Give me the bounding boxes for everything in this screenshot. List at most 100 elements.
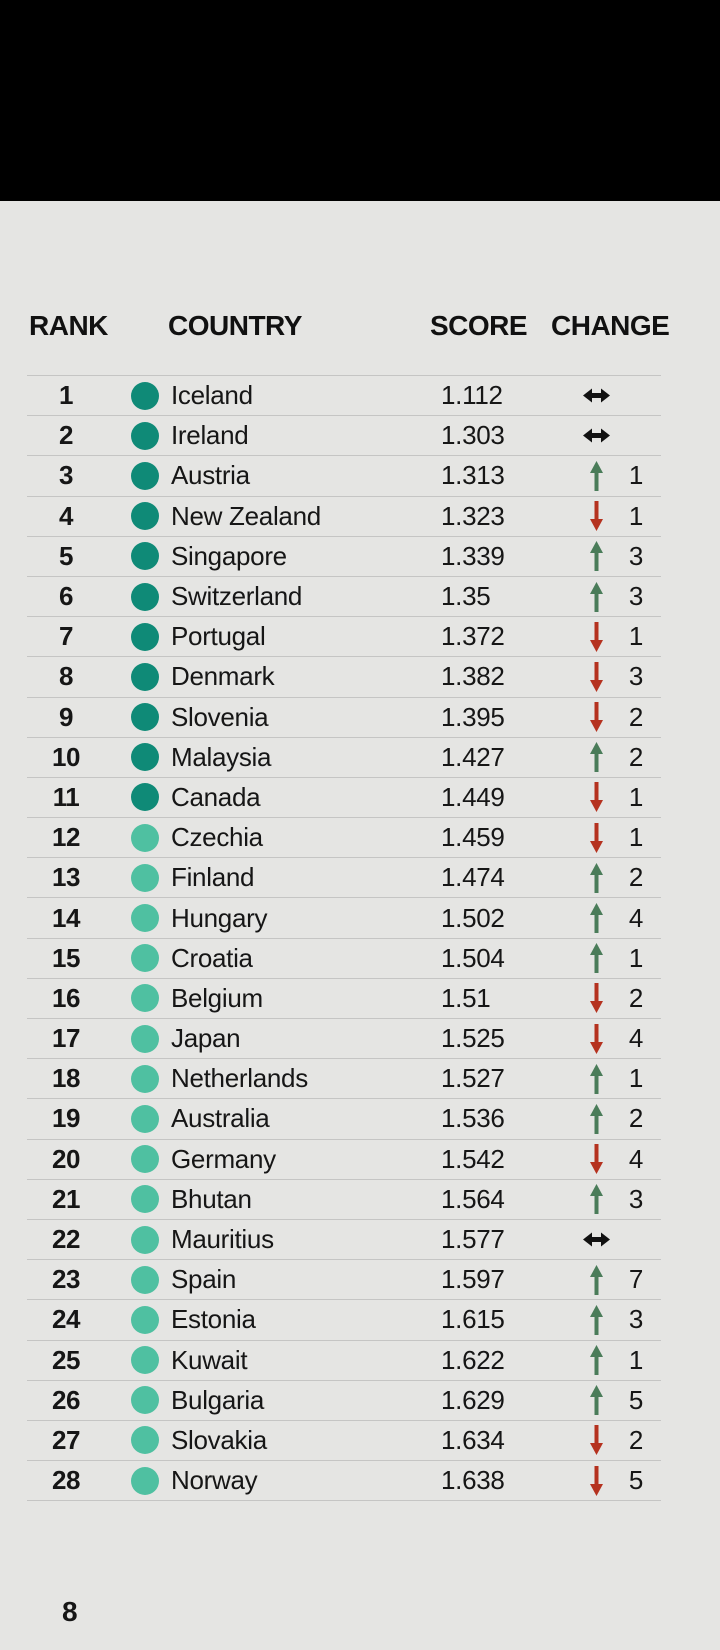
arrow-up-icon xyxy=(589,1184,603,1215)
table-row: 23 Spain 1.597 7 xyxy=(27,1259,661,1299)
table-body: 1 Iceland 1.112 xyxy=(27,375,661,1502)
country-cell: Slovakia xyxy=(105,1425,428,1456)
country-cell: Bulgaria xyxy=(105,1385,428,1416)
change-cell: 3 xyxy=(555,581,661,613)
country-dot-icon xyxy=(131,1185,159,1214)
table-row: 13 Finland 1.474 xyxy=(27,857,661,897)
country-label: New Zealand xyxy=(171,500,321,531)
country-dot-icon xyxy=(131,863,159,892)
header-change: CHANGE xyxy=(551,310,670,341)
arrow-down-icon xyxy=(589,702,603,733)
table-row: 4 New Zealand 1.323 xyxy=(27,495,661,536)
score-cell: 1.449 xyxy=(441,781,505,812)
country-dot-icon xyxy=(131,703,159,732)
change-cell: 3 xyxy=(555,661,661,693)
country-cell: Norway xyxy=(105,1465,428,1496)
rank-cell: 12 xyxy=(52,822,80,853)
table-row: 15 Croatia 1.504 xyxy=(27,937,661,978)
score-cell: 1.35 xyxy=(441,581,491,612)
country-cell: Malaysia xyxy=(105,742,428,773)
change-value: 3 xyxy=(628,540,644,571)
country-dot-icon xyxy=(131,823,159,852)
score-cell: 1.474 xyxy=(441,862,505,893)
country-dot-icon xyxy=(131,1426,159,1455)
arrow-down-icon xyxy=(589,1144,603,1175)
arrow-up-icon xyxy=(589,581,603,612)
change-cell: 3 xyxy=(555,1304,661,1336)
arrow-box xyxy=(581,1224,611,1256)
change-value: 1 xyxy=(628,781,644,812)
rank-cell: 27 xyxy=(52,1424,80,1455)
table-row: 17 Japan 1.525 4 xyxy=(27,1018,661,1058)
change-cell: 4 xyxy=(555,1023,661,1055)
arrow-up-icon xyxy=(589,862,603,893)
arrow-box xyxy=(581,902,611,934)
table-row: 18 Netherlands 1.527 xyxy=(27,1058,661,1098)
country-dot-icon xyxy=(131,783,159,812)
change-cell: 2 xyxy=(555,741,661,773)
arrow-box xyxy=(581,1063,611,1095)
country-cell: Slovenia xyxy=(105,702,428,733)
change-cell: 7 xyxy=(555,1264,661,1296)
rank-cell: 22 xyxy=(52,1224,80,1255)
arrow-up-icon xyxy=(589,742,603,773)
score-cell: 1.502 xyxy=(441,902,505,933)
rank-cell: 23 xyxy=(52,1264,80,1295)
table-row: 26 Bulgaria 1.629 xyxy=(27,1379,661,1420)
rank-cell: 20 xyxy=(52,1143,80,1174)
change-value: 3 xyxy=(628,661,644,692)
rank-cell: 26 xyxy=(52,1384,80,1415)
rank-cell: 3 xyxy=(59,460,73,491)
arrow-down-icon xyxy=(589,1425,603,1456)
arrow-box xyxy=(581,1103,611,1135)
rank-cell: 15 xyxy=(52,942,80,973)
arrow-down-icon xyxy=(589,822,603,853)
table-row: 16 Belgium 1.51 2 xyxy=(27,977,661,1018)
change-value: 5 xyxy=(628,1465,644,1496)
country-dot-icon xyxy=(131,622,159,651)
arrow-box xyxy=(581,621,611,653)
change-cell: 5 xyxy=(555,1465,661,1497)
arrow-box xyxy=(581,862,611,894)
arrow-box xyxy=(581,1344,611,1376)
arrow-up-icon xyxy=(589,1385,603,1416)
country-dot-icon xyxy=(131,1466,159,1495)
table-row: 8 Denmark 1.382 3 xyxy=(27,656,661,696)
arrow-left-right-icon xyxy=(582,1232,610,1247)
country-label: Czechia xyxy=(171,822,263,853)
rank-cell: 19 xyxy=(52,1103,80,1134)
table-row: 14 Hungary 1.502 xyxy=(27,897,661,937)
country-label: Ireland xyxy=(171,420,249,451)
score-cell: 1.629 xyxy=(441,1384,505,1415)
table-row: 6 Switzerland 1.35 xyxy=(27,575,661,616)
arrow-box xyxy=(581,1264,611,1296)
rank-cell: 8 xyxy=(59,661,73,692)
arrow-down-icon xyxy=(589,983,603,1014)
country-label: Estonia xyxy=(171,1304,256,1335)
country-label: Spain xyxy=(171,1264,236,1295)
rank-cell: 18 xyxy=(52,1063,80,1094)
change-value: 2 xyxy=(628,701,644,732)
arrow-up-icon xyxy=(589,943,603,974)
rank-cell: 2 xyxy=(59,420,73,451)
country-dot-icon xyxy=(131,461,159,490)
country-dot-icon xyxy=(131,944,159,973)
country-label: Malaysia xyxy=(171,741,272,772)
change-value: 1 xyxy=(628,1063,644,1094)
change-value: 2 xyxy=(628,741,644,772)
arrow-box xyxy=(581,1143,611,1175)
score-cell: 1.536 xyxy=(441,1103,505,1134)
score-cell: 1.427 xyxy=(441,741,505,772)
change-cell: 5 xyxy=(555,1384,661,1416)
country-cell: Kuwait xyxy=(105,1345,428,1376)
score-cell: 1.323 xyxy=(441,500,505,531)
arrow-box xyxy=(581,942,611,974)
header-rank: RANK xyxy=(29,310,108,341)
country-cell: Hungary xyxy=(105,903,428,934)
country-cell: Iceland xyxy=(105,380,428,411)
score-cell: 1.459 xyxy=(441,822,505,853)
arrow-down-icon xyxy=(589,782,603,813)
country-dot-icon xyxy=(131,904,159,933)
header-country: COUNTRY xyxy=(168,310,302,341)
